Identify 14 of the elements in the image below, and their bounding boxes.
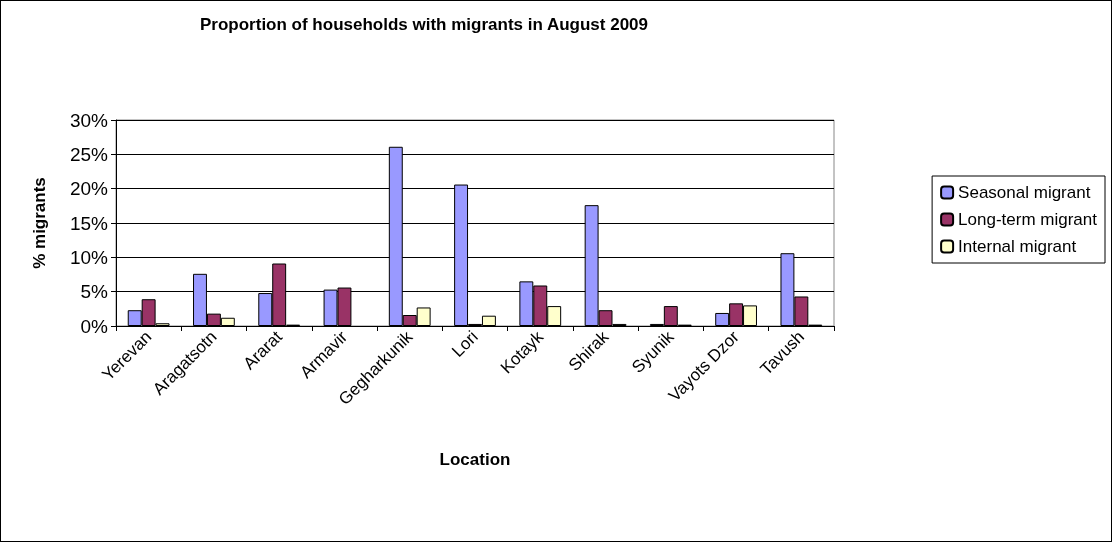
y-tick-label: 20% [69, 178, 109, 200]
y-tick-label: 30% [69, 109, 109, 131]
legend-label: Internal migrant [958, 237, 1077, 256]
x-axis-title: Location [439, 450, 511, 469]
y-tick-label: 5% [80, 281, 109, 303]
chart-title: Proportion of households with migrants in August 2009 [199, 15, 649, 34]
x-tick-label: Lori [448, 327, 482, 361]
y-tick-label: 0% [80, 315, 109, 337]
legend-label: Long-term migrant [958, 210, 1098, 229]
y-tick-label: 15% [69, 212, 109, 234]
y-tick-label: 25% [69, 143, 109, 165]
legend-label: Seasonal migrant [958, 183, 1091, 202]
y-tick-label: 10% [69, 246, 109, 268]
y-axis-title: % migrants [30, 177, 49, 269]
